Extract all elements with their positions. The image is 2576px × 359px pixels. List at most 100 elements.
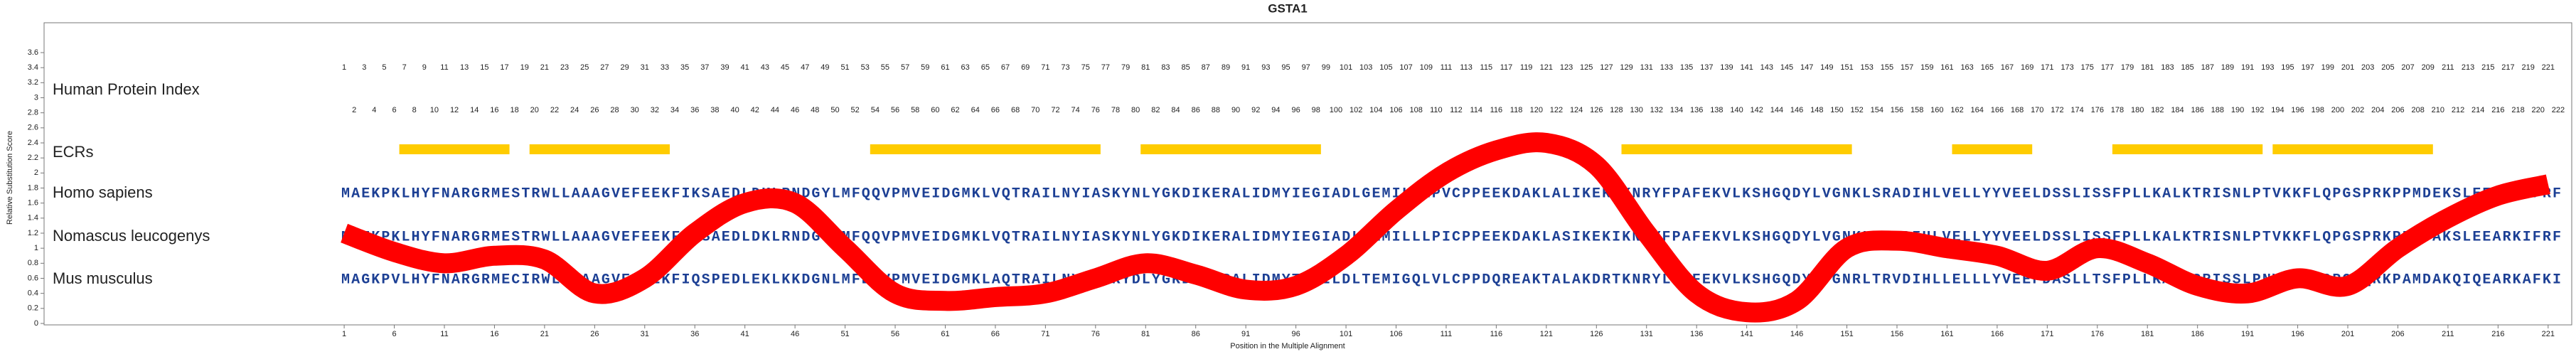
index-number: 163 xyxy=(1960,63,1973,72)
x-tick-label: 16 xyxy=(490,330,498,338)
ecr-bar xyxy=(2112,144,2263,154)
index-number: 175 xyxy=(2081,63,2094,72)
index-number: 43 xyxy=(761,63,769,72)
index-number: 92 xyxy=(1251,106,1260,114)
index-number: 154 xyxy=(1871,106,1883,114)
index-number: 190 xyxy=(2231,106,2244,114)
x-tick-label: 1 xyxy=(342,330,346,338)
index-number: 7 xyxy=(402,63,407,72)
index-number: 200 xyxy=(2331,106,2344,114)
index-number: 94 xyxy=(1271,106,1280,114)
index-number: 83 xyxy=(1161,63,1170,72)
index-number: 69 xyxy=(1021,63,1030,72)
x-tick-label: 106 xyxy=(1389,330,1402,338)
index-number: 222 xyxy=(2552,106,2565,114)
y-tick-label: 3.4 xyxy=(28,63,38,72)
x-tick-label: 201 xyxy=(2341,330,2354,338)
index-number: 93 xyxy=(1261,63,1270,72)
index-number: 8 xyxy=(412,106,417,114)
x-tick-label: 101 xyxy=(1340,330,1352,338)
index-number: 55 xyxy=(881,63,889,72)
index-number: 137 xyxy=(1700,63,1713,72)
index-number: 129 xyxy=(1620,63,1632,72)
index-number: 109 xyxy=(1420,63,1433,72)
x-tick-label: 6 xyxy=(392,330,396,338)
index-number: 90 xyxy=(1231,106,1240,114)
index-number: 199 xyxy=(2321,63,2334,72)
x-tick-label: 31 xyxy=(641,330,649,338)
y-axis-label: Relative Substitution Score xyxy=(6,131,14,225)
index-number: 35 xyxy=(680,63,689,72)
y-tick-label: 2.4 xyxy=(28,139,38,147)
index-number: 120 xyxy=(1530,106,1543,114)
index-number: 142 xyxy=(1751,106,1763,114)
index-number: 31 xyxy=(641,63,649,72)
index-number: 86 xyxy=(1192,106,1200,114)
index-number: 25 xyxy=(580,63,589,72)
index-number: 81 xyxy=(1141,63,1150,72)
index-number: 158 xyxy=(1910,106,1923,114)
index-number: 162 xyxy=(1950,106,1963,114)
x-tick-label: 151 xyxy=(1840,330,1853,338)
index-number: 75 xyxy=(1081,63,1090,72)
index-number: 54 xyxy=(871,106,880,114)
x-tick-label: 196 xyxy=(2291,330,2304,338)
index-number: 197 xyxy=(2301,63,2314,72)
index-number: 217 xyxy=(2501,63,2514,72)
y-tick-label: 2.6 xyxy=(28,124,38,132)
y-tick-label: 1.2 xyxy=(28,229,38,237)
index-number: 40 xyxy=(730,106,739,114)
index-number: 63 xyxy=(961,63,970,72)
x-tick-label: 26 xyxy=(590,330,599,338)
y-tick-label: 0.2 xyxy=(28,304,38,313)
y-tick-label: 1 xyxy=(34,244,38,252)
index-number: 132 xyxy=(1650,106,1663,114)
index-number: 108 xyxy=(1410,106,1423,114)
index-number: 208 xyxy=(2411,106,2424,114)
index-number: 100 xyxy=(1330,106,1342,114)
y-tick-label: 1.4 xyxy=(28,214,38,223)
index-number: 211 xyxy=(2442,63,2454,72)
index-number: 180 xyxy=(2131,106,2144,114)
x-tick-label: 51 xyxy=(840,330,849,338)
index-number: 95 xyxy=(1281,63,1290,72)
index-number: 49 xyxy=(821,63,829,72)
index-number: 164 xyxy=(1971,106,1984,114)
ecr-bar xyxy=(2272,144,2433,154)
index-number: 123 xyxy=(1560,63,1573,72)
index-number: 97 xyxy=(1302,63,1310,72)
index-number: 60 xyxy=(931,106,939,114)
index-number: 13 xyxy=(460,63,469,72)
index-number: 12 xyxy=(450,106,459,114)
index-number: 47 xyxy=(801,63,809,72)
index-number: 193 xyxy=(2261,63,2274,72)
index-number: 23 xyxy=(560,63,569,72)
index-number: 206 xyxy=(2391,106,2404,114)
index-number: 181 xyxy=(2141,63,2154,72)
x-tick-label: 156 xyxy=(1891,330,1903,338)
index-number: 151 xyxy=(1840,63,1853,72)
index-number: 128 xyxy=(1610,106,1623,114)
x-tick-label: 46 xyxy=(791,330,799,338)
index-number: 101 xyxy=(1340,63,1352,72)
index-number: 203 xyxy=(2361,63,2374,72)
index-number: 36 xyxy=(690,106,699,114)
index-number: 65 xyxy=(981,63,990,72)
index-number: 130 xyxy=(1630,106,1642,114)
y-tick-label: 0 xyxy=(34,319,38,328)
index-number: 209 xyxy=(2422,63,2435,72)
index-number: 29 xyxy=(620,63,629,72)
x-tick-label: 131 xyxy=(1640,330,1653,338)
index-number: 187 xyxy=(2201,63,2214,72)
x-tick-label: 121 xyxy=(1540,330,1553,338)
index-number: 113 xyxy=(1460,63,1473,72)
chart-title: GSTA1 xyxy=(1268,1,1307,15)
index-number: 22 xyxy=(550,106,559,114)
ecr-label: ECRs xyxy=(53,143,93,161)
index-number: 149 xyxy=(1820,63,1833,72)
index-number: 19 xyxy=(520,63,529,72)
index-number: 16 xyxy=(490,106,498,114)
index-number: 6 xyxy=(392,106,396,114)
x-tick-label: 136 xyxy=(1690,330,1703,338)
x-tick-label: 56 xyxy=(891,330,899,338)
